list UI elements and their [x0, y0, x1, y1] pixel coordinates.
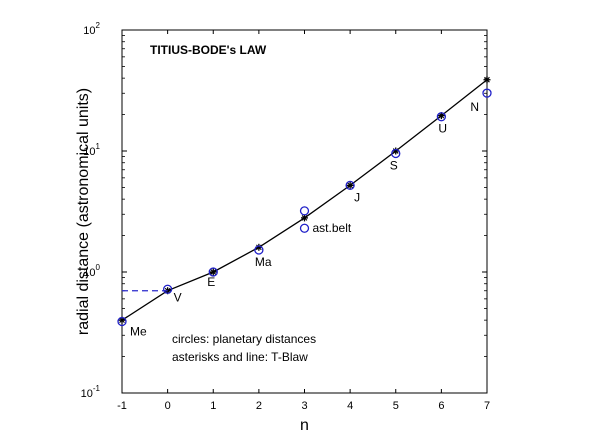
planet-label: U	[438, 122, 447, 136]
planet-label: Ma	[255, 255, 272, 269]
planet-marker	[162, 284, 173, 294]
plot-frame	[121, 29, 488, 394]
planet-label: ast.belt	[313, 221, 352, 235]
planet-marker	[208, 267, 218, 277]
x-tick-label: 3	[301, 400, 307, 412]
x-axis-label: n	[300, 417, 309, 434]
tb-law-asterisk	[209, 268, 217, 276]
asterisk-stroke	[210, 269, 217, 275]
asterisk-stroke	[347, 182, 353, 189]
asterisk-stroke	[484, 76, 490, 83]
planet-marker	[117, 316, 127, 327]
planet-marker	[391, 148, 401, 159]
legend-note-line: asterisks and line: T-Blaw	[172, 350, 308, 364]
y-axis-label: radial distance (astronomical units)	[75, 88, 92, 335]
asterisk-stroke	[438, 112, 445, 119]
planet-label: N	[470, 100, 479, 114]
labels-layer: Me V E Ma ast.belt J S U N	[130, 100, 479, 338]
x-tick-label: -1	[117, 400, 127, 412]
planet-marker	[299, 206, 310, 216]
legend-note-circles: circles: planetary distances	[172, 332, 316, 346]
x-tick-label: 2	[256, 400, 262, 412]
tb-law-asterisk	[301, 214, 308, 222]
y-tick-label: 102	[83, 21, 100, 37]
asterisk-stroke	[119, 317, 125, 323]
tb-law-asterisk	[118, 316, 126, 324]
x-tick-label: 7	[484, 400, 490, 412]
x-tick-label: 4	[347, 400, 353, 412]
x-tick-label: 0	[165, 400, 171, 412]
tb-law-asterisk	[483, 76, 491, 84]
planet-marker	[436, 112, 447, 122]
x-tick-label: 1	[210, 400, 216, 412]
planet-marker	[299, 223, 310, 233]
ticks: -1 0 1 2 3 4 5 6 7 10-1 100 101 102	[81, 21, 490, 412]
planet-label: S	[390, 158, 398, 172]
x-tick-label: 6	[438, 400, 444, 412]
plot-area	[121, 29, 488, 394]
chart-title: TITIUS-BODE's LAW	[150, 43, 267, 57]
planet-label: E	[207, 275, 215, 289]
y-tick-label: 100	[83, 263, 100, 279]
tb-law-asterisk	[346, 181, 354, 189]
planet-marker	[254, 245, 264, 255]
planet-marker	[482, 88, 492, 98]
planet-label: Me	[130, 324, 147, 338]
y-tick-label: 10-1	[81, 384, 101, 400]
x-tick-label: 5	[393, 400, 399, 412]
planet-label: V	[174, 290, 182, 304]
y-tick-label: 101	[83, 142, 100, 158]
planet-marker	[345, 180, 355, 191]
series-layer	[117, 76, 492, 327]
asterisk-stroke	[301, 215, 308, 221]
planet-label: J	[354, 190, 360, 204]
